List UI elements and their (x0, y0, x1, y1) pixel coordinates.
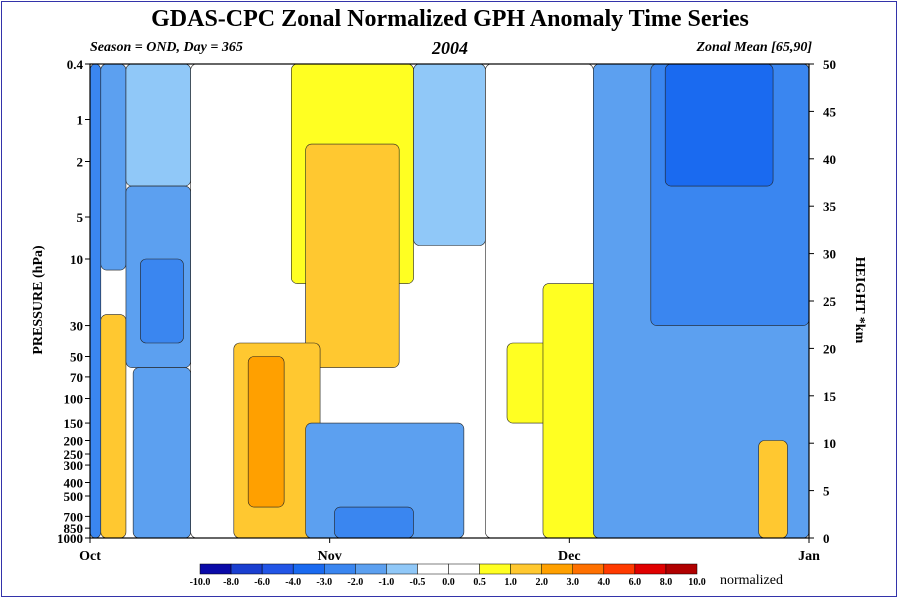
legend-swatch (665, 563, 698, 575)
legend-swatch (479, 563, 511, 575)
pressure-tick-label: 1 (77, 113, 84, 128)
height-tick-label: 50 (823, 57, 836, 72)
height-tick-label: 30 (823, 247, 836, 262)
legend-tick-label: 6.0 (629, 577, 642, 588)
height-axis-label: HEIGHT *km (852, 257, 867, 344)
anomaly-band (125, 64, 191, 187)
legend-tick-label: 0.0 (442, 577, 455, 588)
anomaly-band (664, 64, 774, 187)
anomaly-band (334, 506, 414, 538)
anomaly-band (247, 356, 285, 508)
pressure-tick-label: 500 (64, 489, 84, 504)
legend-tick-label: -4.0 (285, 577, 301, 588)
legend-swatch (417, 563, 449, 575)
legend-tick-label: 8.0 (660, 577, 673, 588)
anomaly-band (140, 258, 184, 344)
time-tick-label: Jan (798, 549, 820, 564)
legend-tick-label: 0.5 (473, 577, 486, 588)
legend-swatch (541, 563, 573, 575)
time-axis: Oct Nov Dec Jan (79, 538, 820, 564)
anomaly-band (132, 367, 191, 538)
legend-swatch (572, 563, 605, 575)
zonal-mean-label: Zonal Mean [65,90] (696, 40, 813, 55)
legend-tick-label: -2.0 (347, 577, 363, 588)
pressure-tick-label: 150 (64, 416, 84, 431)
height-axis: 0 5 10 15 20 25 30 35 40 45 50 (809, 57, 837, 546)
legend-tick-label: 2.0 (535, 577, 548, 588)
legend-swatch (603, 563, 636, 575)
legend-swatch (230, 563, 263, 575)
height-tick-label: 5 (823, 484, 830, 499)
legend-tick-label: -0.5 (410, 577, 426, 588)
pressure-tick-label: 2 (77, 155, 84, 170)
year-label: 2004 (432, 38, 468, 58)
pressure-tick-label: 400 (64, 475, 84, 490)
legend-swatch (634, 563, 667, 575)
legend-swatch (386, 563, 418, 575)
legend-swatch (261, 563, 294, 575)
pressure-axis-label: PRESSURE (hPa) (31, 245, 46, 355)
legend-tick-label: -6.0 (254, 577, 270, 588)
time-tick-label: Dec (558, 549, 581, 564)
color-legend: -10.0 -8.0 -6.0 -4.0 -3.0 -2.0 -1.0 -0.5 0.0 0.5 1… (190, 563, 706, 588)
height-tick-label: 40 (823, 152, 836, 167)
anomaly-band (305, 143, 400, 368)
legend-tick-label: -8.0 (223, 577, 239, 588)
height-tick-label: 10 (823, 436, 836, 451)
legend-tick-label: 3.0 (567, 577, 580, 588)
legend-tick-label: 1.0 (504, 577, 517, 588)
pressure-tick-label: 1000 (57, 531, 83, 546)
anomaly-band (413, 64, 486, 246)
legend-tick-label: -1.0 (378, 577, 394, 588)
anomaly-band (100, 314, 127, 538)
anomaly-band (100, 64, 127, 271)
legend-tick-label: 4.0 (598, 577, 611, 588)
pressure-tick-label: 10 (70, 252, 83, 267)
pressure-tick-label: 200 (64, 433, 84, 448)
time-tick-label: Oct (79, 549, 101, 564)
pressure-tick-label: 30 (70, 319, 83, 334)
legend-tick-label: 10.0 (688, 577, 706, 588)
pressure-tick-label: 50 (70, 350, 83, 365)
legend-swatch (448, 563, 480, 575)
legend-swatch (292, 563, 325, 575)
height-tick-label: 45 (823, 104, 837, 119)
time-tick-label: Nov (318, 549, 342, 564)
height-tick-label: 15 (823, 389, 837, 404)
height-tick-label: 20 (823, 341, 836, 356)
legend-swatch (324, 563, 356, 575)
anomaly-band (758, 440, 788, 538)
pressure-tick-label: 250 (64, 447, 84, 462)
anomaly-band (90, 64, 102, 538)
legend-tick-label: -3.0 (316, 577, 332, 588)
legend-swatch (355, 563, 387, 575)
season-label: Season = OND, Day = 365 (90, 40, 243, 55)
height-tick-label: 35 (823, 199, 837, 214)
pressure-tick-label: 0.4 (67, 57, 84, 72)
legend-swatch (510, 563, 542, 575)
chart-title: GDAS-CPC Zonal Normalized GPH Anomaly Ti… (151, 6, 749, 32)
height-tick-label: 25 (823, 294, 837, 309)
legend-tick-label: -10.0 (190, 577, 211, 588)
pressure-tick-label: 100 (64, 392, 84, 407)
pressure-tick-label: 70 (70, 370, 83, 385)
anomaly-bands (90, 64, 809, 538)
pressure-tick-label: 850 (64, 521, 84, 536)
legend-swatch (199, 563, 232, 575)
pressure-tick-label: 700 (64, 509, 84, 524)
legend-unit: normalized (720, 573, 783, 588)
pressure-tick-label: 300 (64, 458, 84, 473)
height-tick-label: 0 (823, 531, 830, 546)
pressure-tick-label: 5 (77, 210, 84, 225)
